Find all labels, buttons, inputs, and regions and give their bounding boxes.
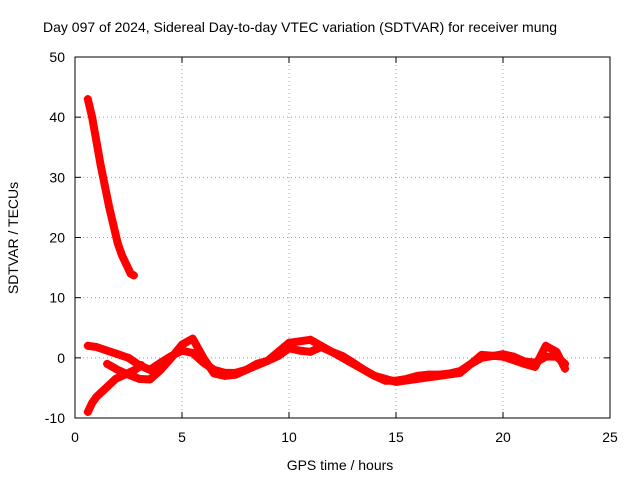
data-point — [306, 335, 315, 344]
data-point — [92, 137, 101, 146]
data-point — [92, 392, 101, 401]
series-band — [83, 95, 138, 280]
data-point — [109, 221, 118, 230]
x-tick-label: 20 — [495, 429, 511, 445]
data-point — [124, 370, 133, 379]
data-point — [129, 271, 138, 280]
data-point — [103, 359, 112, 368]
data-point — [434, 371, 443, 380]
data-point — [370, 371, 379, 380]
data-point — [477, 350, 486, 359]
data-point — [145, 375, 154, 384]
x-tick-label: 15 — [388, 429, 404, 445]
data-point — [83, 341, 92, 350]
data-point — [88, 398, 97, 407]
data-point — [263, 356, 272, 365]
data-point — [113, 239, 122, 248]
data-point — [156, 365, 165, 374]
data-point — [124, 353, 133, 362]
data-point — [520, 359, 529, 368]
x-tick-label: 25 — [602, 429, 618, 445]
x-tick-label: 5 — [178, 429, 186, 445]
data-point — [113, 350, 122, 359]
data-point — [499, 352, 507, 361]
axis-tick-labels: 0 5 10 15 20 25 -10 0 10 20 30 40 50 — [45, 49, 618, 445]
data-point — [83, 407, 92, 416]
series-band — [103, 334, 570, 386]
axis-ticks — [74, 56, 611, 419]
data-point — [349, 359, 358, 368]
y-tick-label: 40 — [49, 109, 65, 125]
data-point — [188, 349, 197, 358]
data-point — [92, 343, 101, 352]
series-high-arc — [83, 95, 138, 280]
data-point — [105, 380, 114, 389]
data-point — [118, 251, 127, 260]
data-point — [135, 374, 144, 383]
y-tick-label: 30 — [49, 169, 65, 185]
y-tick-label: 10 — [49, 290, 65, 306]
data-point — [541, 341, 550, 350]
y-axis-title: SDTVAR / TECUs — [5, 182, 21, 294]
data-point — [285, 338, 293, 347]
data-point — [413, 374, 422, 383]
data-point — [100, 182, 109, 191]
x-tick-label: 10 — [281, 429, 297, 445]
data-point — [113, 365, 122, 374]
data-point — [188, 334, 197, 343]
data-point — [242, 365, 251, 374]
data-point — [199, 353, 208, 362]
x-axis-title: GPS time / hours — [287, 457, 394, 473]
y-tick-label: 0 — [57, 350, 65, 366]
data-point — [327, 347, 336, 356]
x-tick-label: 0 — [71, 429, 79, 445]
series-secondary — [103, 334, 570, 386]
data-point — [531, 362, 540, 371]
y-tick-label: -10 — [45, 410, 65, 426]
data-point — [392, 377, 400, 386]
data-point — [83, 95, 92, 104]
data-point — [552, 347, 561, 356]
data-point — [122, 260, 131, 269]
data-point — [103, 346, 112, 355]
data-point — [210, 369, 219, 378]
data-point — [456, 368, 465, 377]
data-point — [98, 386, 107, 395]
data-point — [105, 203, 114, 212]
data-point — [145, 365, 154, 374]
chart-title: Day 097 of 2024, Sidereal Day-to-day VTE… — [43, 19, 557, 35]
data-point — [88, 113, 97, 122]
data-point — [295, 346, 304, 355]
data-point — [167, 353, 176, 362]
data-point — [135, 361, 144, 370]
data-point — [130, 365, 139, 374]
data-point — [306, 347, 315, 356]
data-point — [111, 374, 120, 383]
data-point — [178, 340, 186, 349]
data-point — [96, 161, 105, 170]
y-tick-label: 50 — [49, 49, 65, 65]
data-point — [220, 371, 229, 380]
data-point — [561, 364, 570, 373]
y-tick-label: 20 — [49, 230, 65, 246]
series-layer — [83, 95, 570, 416]
data-point — [231, 370, 240, 379]
